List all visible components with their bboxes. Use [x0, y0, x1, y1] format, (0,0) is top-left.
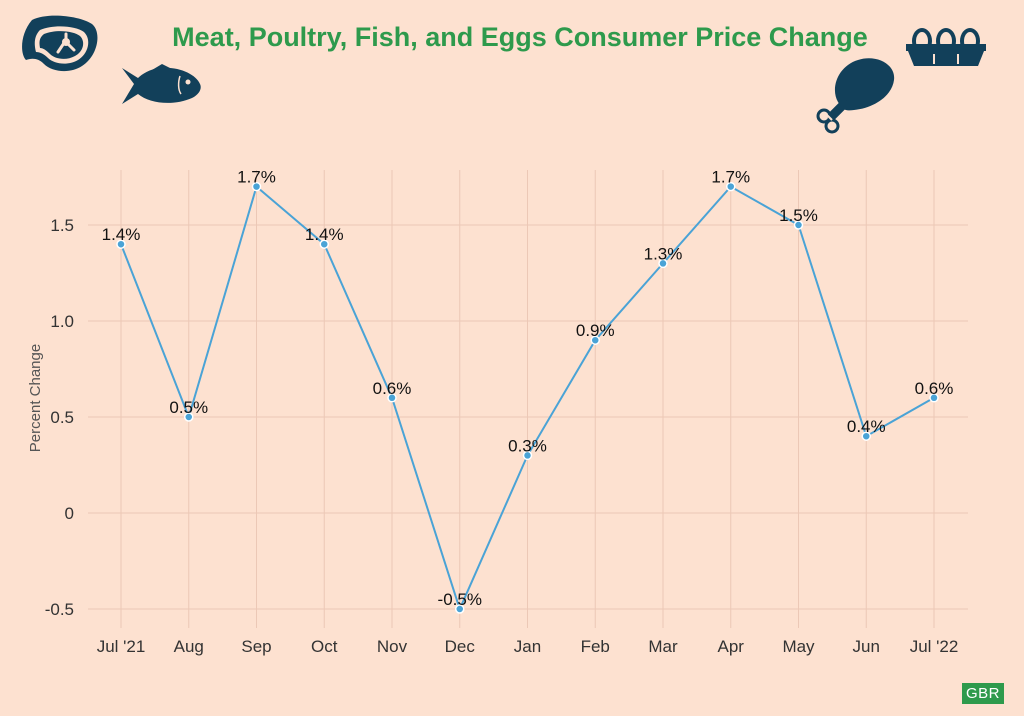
x-tick-label: Oct: [311, 637, 338, 656]
gridlines: [88, 170, 968, 628]
x-tick-label: Jul '21: [97, 637, 146, 656]
fish-icon: [122, 64, 201, 104]
data-point: [319, 239, 329, 249]
data-label: 1.3%: [644, 244, 683, 263]
x-axis-ticks: Jul '21 Aug Sep Oct Nov Dec Jan Feb Mar Apr May Jun…: [97, 637, 959, 656]
data-point: [861, 431, 871, 441]
x-tick-label: Jan: [514, 637, 541, 656]
x-tick-label: Jul '22: [910, 637, 959, 656]
y-axis-ticks: -0.5 0 0.5 1.0 1.5: [45, 216, 74, 619]
data-point: [590, 335, 600, 345]
egg-carton-icon: [906, 28, 986, 66]
data-label: 0.6%: [915, 379, 954, 398]
data-label: 0.9%: [576, 321, 615, 340]
data-label: 0.5%: [169, 398, 208, 417]
chicken-leg-icon: [816, 58, 895, 134]
data-label: 1.7%: [237, 168, 276, 187]
data-point: [455, 604, 465, 614]
x-tick-label: Feb: [581, 637, 610, 656]
data-point: [251, 181, 262, 192]
data-point: [793, 220, 804, 230]
data-point: [184, 412, 194, 422]
x-tick-label: Dec: [445, 637, 476, 656]
data-label: 0.4%: [847, 417, 886, 436]
x-tick-label: May: [782, 637, 815, 656]
x-tick-label: Jun: [853, 637, 880, 656]
y-tick-label: -0.5: [45, 600, 74, 619]
gbr-watermark-badge: GBR: [961, 683, 1004, 704]
data-points: [116, 181, 939, 614]
data-label: 1.7%: [711, 168, 750, 187]
steak-icon: [22, 15, 98, 72]
data-point: [929, 393, 939, 403]
x-tick-label: Mar: [648, 637, 678, 656]
data-point: [522, 450, 533, 461]
data-point: [726, 181, 736, 192]
y-tick-label: 1.5: [50, 216, 74, 235]
x-tick-label: Nov: [377, 637, 408, 656]
y-tick-label: 0: [65, 504, 74, 523]
data-label: 1.4%: [305, 225, 344, 244]
data-label: 1.5%: [779, 206, 818, 225]
data-point: [116, 239, 126, 249]
x-tick-label: Aug: [174, 637, 204, 656]
y-axis-title: Percent Change: [27, 344, 44, 452]
data-labels: 1.4% 0.5% 1.7% 1.4% 0.6% -0.5% 0.3% 0.9% 1.3% 1.7…: [102, 168, 954, 609]
data-label: -0.5%: [438, 590, 482, 609]
data-label: 0.3%: [508, 436, 547, 455]
data-label: 0.6%: [373, 379, 412, 398]
data-label: 1.4%: [102, 225, 141, 244]
data-point: [658, 258, 668, 269]
data-point: [387, 393, 397, 403]
y-tick-label: 1.0: [50, 312, 74, 331]
chart-title: Meat, Poultry, Fish, and Eggs Consumer P…: [172, 22, 868, 52]
y-tick-label: 0.5: [50, 408, 74, 427]
x-tick-label: Apr: [718, 637, 745, 656]
x-tick-label: Sep: [241, 637, 271, 656]
